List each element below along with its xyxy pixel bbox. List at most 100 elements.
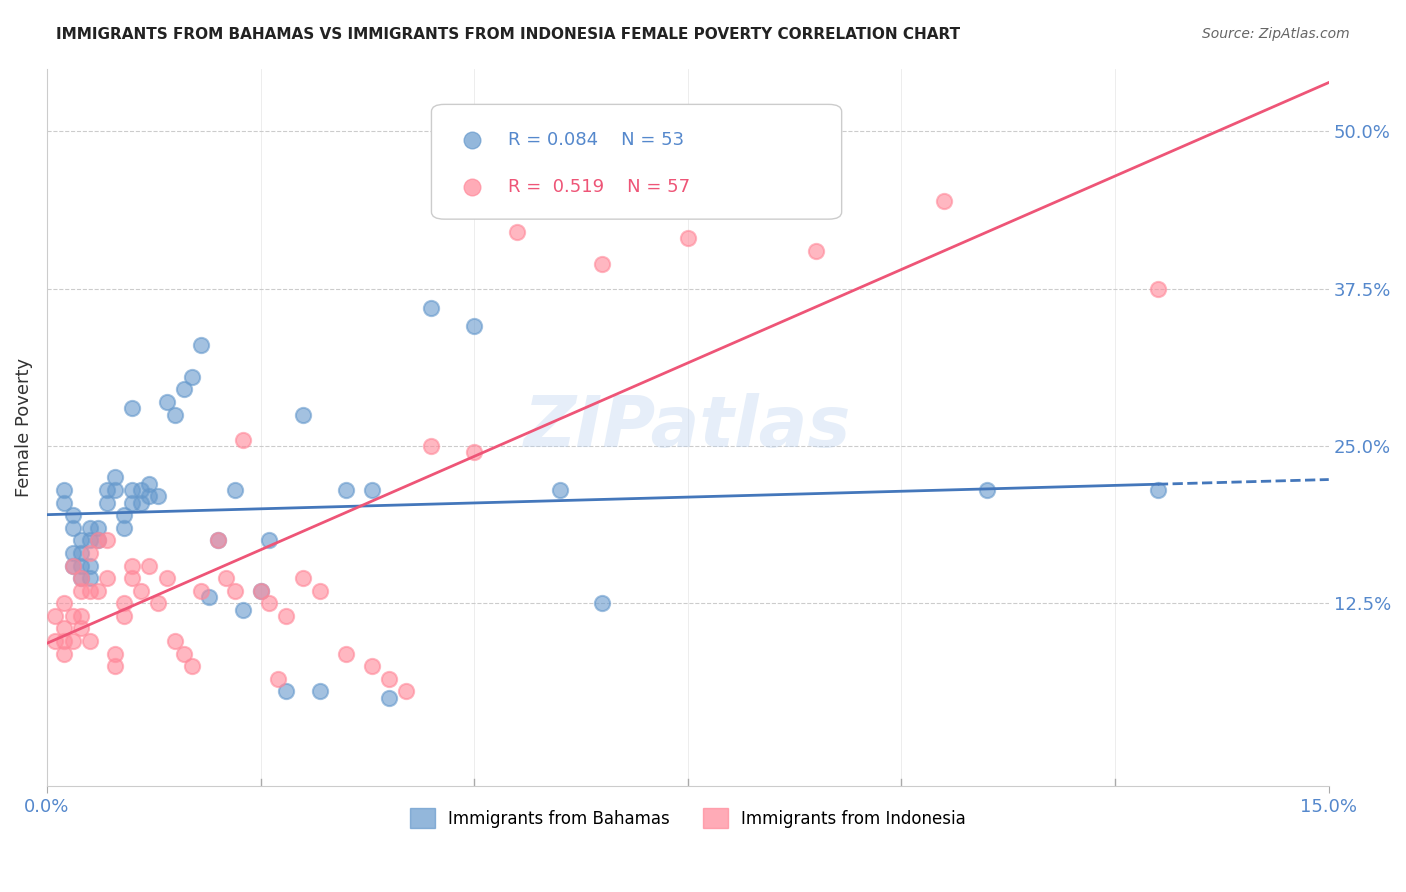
Point bbox=[87, 533, 110, 548]
Point bbox=[181, 659, 204, 673]
Point bbox=[79, 558, 101, 573]
Point bbox=[181, 369, 204, 384]
Point bbox=[70, 571, 93, 585]
Point bbox=[1147, 282, 1170, 296]
Point bbox=[53, 483, 76, 497]
Point bbox=[62, 634, 84, 648]
Point bbox=[360, 659, 382, 673]
Point bbox=[53, 634, 76, 648]
Point bbox=[121, 401, 143, 416]
Point bbox=[79, 634, 101, 648]
Point bbox=[87, 583, 110, 598]
Point bbox=[138, 558, 160, 573]
Point bbox=[224, 483, 246, 497]
Text: ZIPatlas: ZIPatlas bbox=[524, 392, 852, 462]
Point bbox=[96, 571, 118, 585]
Point bbox=[53, 596, 76, 610]
Text: Source: ZipAtlas.com: Source: ZipAtlas.com bbox=[1202, 27, 1350, 41]
Point bbox=[70, 608, 93, 623]
Point bbox=[335, 647, 357, 661]
Point bbox=[146, 596, 169, 610]
Point bbox=[976, 483, 998, 497]
Point bbox=[591, 256, 613, 270]
Point bbox=[591, 596, 613, 610]
Point bbox=[104, 659, 127, 673]
Point bbox=[79, 546, 101, 560]
Point bbox=[934, 194, 956, 208]
Point bbox=[232, 433, 254, 447]
Point bbox=[155, 395, 177, 409]
Point bbox=[676, 231, 699, 245]
Point bbox=[548, 483, 571, 497]
Point bbox=[62, 521, 84, 535]
Point bbox=[87, 533, 110, 548]
Point bbox=[165, 408, 187, 422]
Point bbox=[121, 558, 143, 573]
Point bbox=[548, 194, 571, 208]
Point bbox=[62, 558, 84, 573]
Point bbox=[146, 489, 169, 503]
Point bbox=[266, 672, 288, 686]
Point bbox=[121, 483, 143, 497]
Point bbox=[79, 583, 101, 598]
Point bbox=[87, 521, 110, 535]
Point bbox=[804, 244, 827, 258]
Point bbox=[276, 608, 298, 623]
Point bbox=[257, 533, 280, 548]
Point bbox=[249, 583, 271, 598]
Point bbox=[155, 571, 177, 585]
Point bbox=[292, 571, 315, 585]
Legend: Immigrants from Bahamas, Immigrants from Indonesia: Immigrants from Bahamas, Immigrants from… bbox=[404, 801, 973, 835]
Point bbox=[395, 684, 418, 698]
Point bbox=[173, 647, 195, 661]
Text: R =  0.519    N = 57: R = 0.519 N = 57 bbox=[509, 178, 690, 196]
Point bbox=[70, 583, 93, 598]
Point bbox=[121, 571, 143, 585]
Point bbox=[112, 608, 135, 623]
Y-axis label: Female Poverty: Female Poverty bbox=[15, 358, 32, 497]
Point bbox=[62, 558, 84, 573]
Point bbox=[129, 483, 152, 497]
Point bbox=[506, 225, 529, 239]
Text: R = 0.084    N = 53: R = 0.084 N = 53 bbox=[509, 131, 685, 149]
Point bbox=[53, 622, 76, 636]
Point bbox=[215, 571, 238, 585]
Point bbox=[249, 583, 271, 598]
Point bbox=[79, 533, 101, 548]
Point bbox=[463, 445, 485, 459]
Point bbox=[70, 533, 93, 548]
Point bbox=[360, 483, 382, 497]
Point bbox=[173, 383, 195, 397]
Point bbox=[112, 521, 135, 535]
Point bbox=[62, 608, 84, 623]
Point bbox=[112, 508, 135, 523]
Point bbox=[138, 489, 160, 503]
Point bbox=[207, 533, 229, 548]
FancyBboxPatch shape bbox=[432, 104, 842, 219]
Point bbox=[1147, 483, 1170, 497]
Point bbox=[121, 496, 143, 510]
Point bbox=[309, 684, 332, 698]
Point bbox=[377, 690, 399, 705]
Point bbox=[190, 338, 212, 352]
Point bbox=[79, 571, 101, 585]
Point bbox=[377, 672, 399, 686]
Point bbox=[70, 558, 93, 573]
Point bbox=[420, 439, 443, 453]
Point bbox=[420, 301, 443, 315]
Point bbox=[70, 622, 93, 636]
Point bbox=[129, 496, 152, 510]
Point bbox=[79, 521, 101, 535]
Point bbox=[463, 319, 485, 334]
Point bbox=[232, 602, 254, 616]
Point bbox=[104, 483, 127, 497]
Point bbox=[96, 496, 118, 510]
Point bbox=[44, 608, 66, 623]
Point bbox=[190, 583, 212, 598]
Point bbox=[276, 684, 298, 698]
Point bbox=[62, 508, 84, 523]
Point bbox=[70, 571, 93, 585]
Point bbox=[292, 408, 315, 422]
Point bbox=[138, 476, 160, 491]
Point bbox=[309, 583, 332, 598]
